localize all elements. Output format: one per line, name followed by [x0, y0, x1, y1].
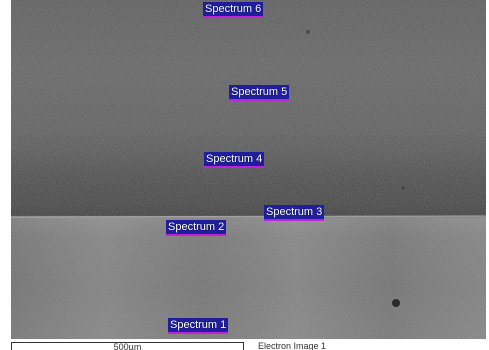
- image-footer: 500µm Electron Image 1: [11, 340, 486, 350]
- scale-bar-label: 500µm: [113, 342, 142, 350]
- image-caption: Electron Image 1: [258, 341, 327, 350]
- spectrum-3-marker[interactable]: Spectrum 3: [264, 205, 325, 221]
- lower-layer-streaks: [11, 218, 486, 339]
- spectrum-4-marker[interactable]: Spectrum 4: [204, 152, 265, 168]
- spectrum-6-marker[interactable]: Spectrum 6: [203, 2, 264, 18]
- spectrum-5-marker[interactable]: Spectrum 5: [229, 85, 290, 101]
- micrograph-texture: [11, 0, 486, 339]
- spectrum-2-marker[interactable]: Spectrum 2: [166, 220, 227, 236]
- spectrum-1-marker[interactable]: Spectrum 1: [168, 318, 229, 334]
- electron-micrograph: Spectrum 6 Spectrum 5 Spectrum 4 Spectru…: [11, 0, 486, 339]
- particle-defect: [392, 299, 400, 307]
- interface-line: [11, 215, 486, 218]
- surface-pit: [306, 30, 310, 34]
- surface-pit: [401, 186, 405, 190]
- scale-bar: 500µm: [11, 342, 244, 350]
